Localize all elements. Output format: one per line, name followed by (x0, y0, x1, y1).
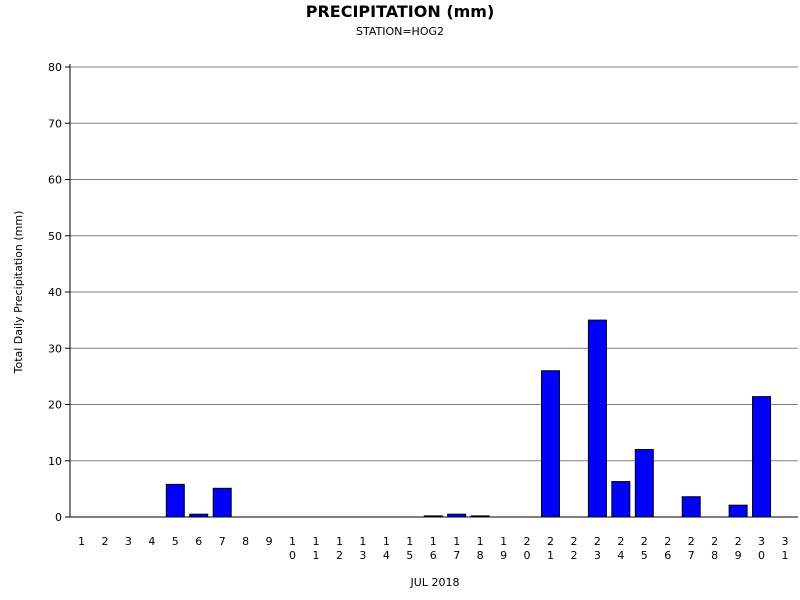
y-tick-label: 20 (48, 399, 62, 412)
x-tick-label-4: 4 (148, 535, 155, 548)
x-tick-label-2: 2 (101, 535, 108, 548)
x-tick-label-9: 9 (266, 535, 273, 548)
x-tick-label-6: 6 (195, 535, 202, 548)
x-axis-ticks: 1 2 3 4 5 6 7 8 9 1 01 11 21 31 41 51 61 71 81 92 02 12 22 32 42… (78, 535, 789, 562)
bars (165, 319, 772, 518)
bar-day-25 (634, 449, 654, 518)
y-tick-label: 30 (48, 342, 62, 355)
chart-title: PRECIPITATION (mm) (306, 2, 495, 21)
y-tick-label: 60 (48, 174, 62, 187)
x-tick-label-3: 3 (125, 535, 132, 548)
y-tick-label: 80 (48, 61, 62, 74)
bar-day-24 (611, 481, 631, 518)
bar-day-30 (752, 396, 772, 518)
bar-day-27 (681, 496, 701, 518)
y-tick-label: 10 (48, 455, 62, 468)
x-tick-label-8: 8 (242, 535, 249, 548)
y-tick-label: 70 (48, 117, 62, 130)
chart-subtitle: STATION=HOG2 (356, 25, 444, 38)
y-tick-label: 50 (48, 230, 62, 243)
bar-day-29 (728, 504, 748, 518)
x-tick-label-1: 1 (78, 535, 85, 548)
bar-day-7 (212, 487, 232, 518)
bar-day-21 (541, 370, 560, 518)
axes (69, 64, 798, 518)
y-tick-label: 0 (55, 511, 62, 524)
grid-lines (70, 66, 798, 518)
x-tick-label-7: 7 (219, 535, 226, 548)
bar-day-5 (165, 483, 185, 518)
x-tick-label-5: 5 (172, 535, 179, 548)
y-axis-ticks: 0 10 20 30 40 50 60 70 80 (48, 61, 70, 524)
y-axis-label: Total Daily Precipitation (mm) (12, 211, 25, 375)
bar-day-23 (587, 319, 607, 518)
x-axis-label: JUL 2018 (410, 576, 460, 589)
y-tick-label: 40 (48, 286, 62, 299)
